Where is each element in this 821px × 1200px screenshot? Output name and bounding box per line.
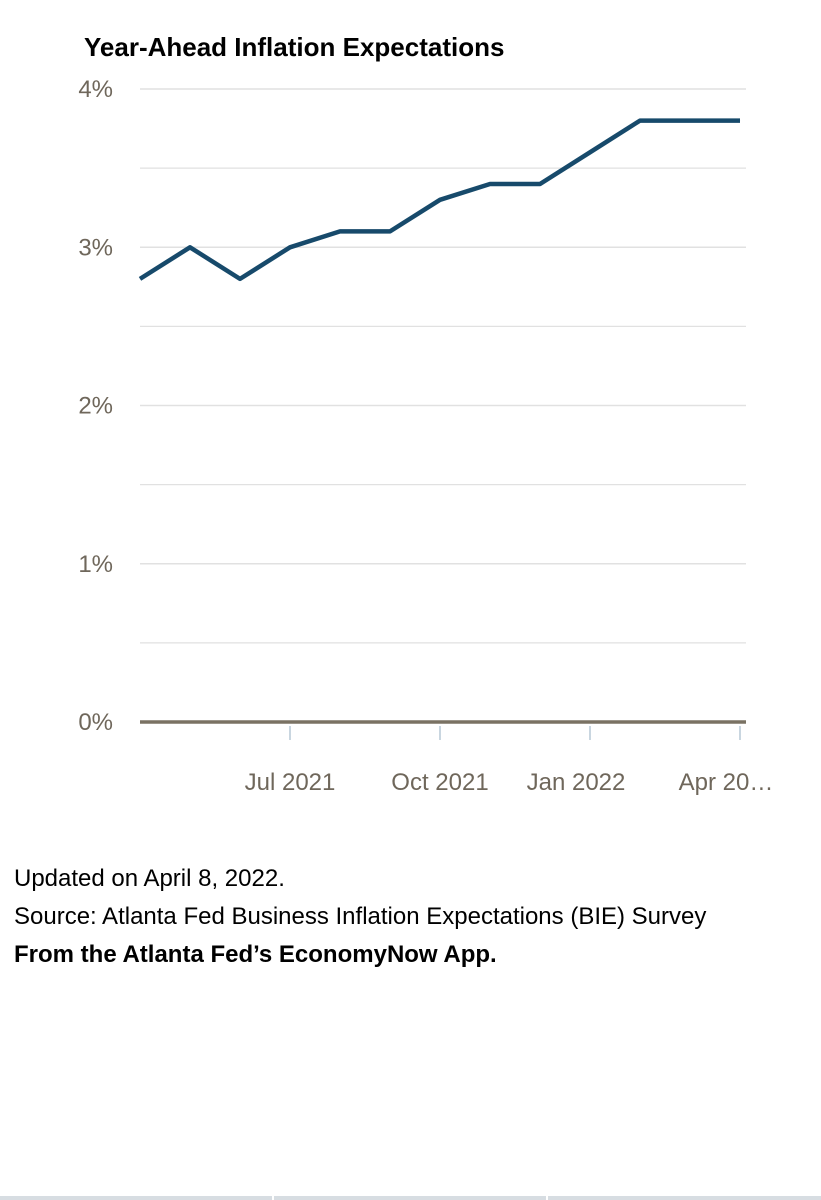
y-tick-label: 4%	[78, 76, 113, 103]
x-tick-label: Apr 20…	[679, 769, 774, 796]
y-tick-label: 1%	[78, 551, 113, 578]
inflation-chart: Year-Ahead Inflation Expectations 0% 1% 2%…	[78, 32, 774, 796]
chart-title: Year-Ahead Inflation Expectations	[84, 32, 504, 62]
x-tick-label: Jul 2021	[245, 769, 336, 796]
x-tick-label: Oct 2021	[391, 769, 488, 796]
y-axis-tick-labels: 0% 1% 2% 3% 4%	[78, 76, 113, 736]
chart-footer: Updated on April 8, 2022. Source: Atlant…	[14, 860, 814, 974]
x-axis-ticks: Jul 2021 Oct 2021 Jan 2022 Apr 20…	[245, 726, 774, 796]
bottom-divider	[0, 1196, 821, 1200]
y-tick-label: 2%	[78, 393, 113, 420]
grid-lines	[140, 88, 746, 724]
source-note: Source: Atlanta Fed Business Inflation E…	[14, 903, 707, 930]
series-layer	[138, 118, 741, 282]
app-credit: From the Atlanta Fed’s EconomyNow App.	[14, 941, 497, 968]
x-tick-label: Jan 2022	[527, 769, 626, 796]
y-tick-label: 0%	[78, 709, 113, 736]
updated-note: Updated on April 8, 2022.	[14, 865, 285, 892]
y-tick-label: 3%	[78, 234, 113, 261]
